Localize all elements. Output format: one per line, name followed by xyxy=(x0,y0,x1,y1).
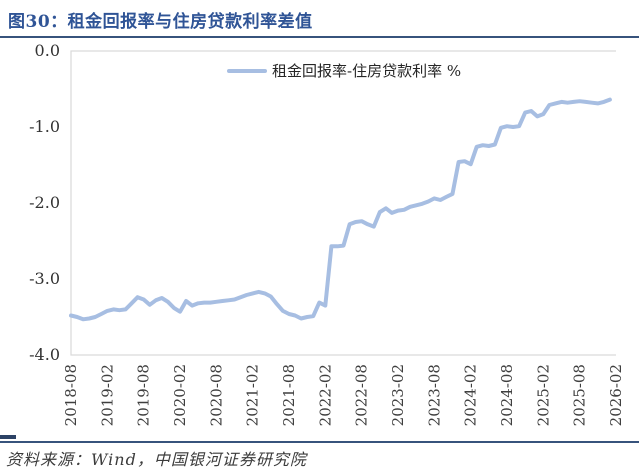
x-tick-label: 2023-02 xyxy=(389,364,407,426)
y-tick-label: -1.0 xyxy=(29,117,60,136)
x-tick-label: 2026-02 xyxy=(607,364,623,426)
x-tick-label: 2023-08 xyxy=(425,364,443,426)
x-tick-label: 2020-02 xyxy=(171,364,189,426)
y-tick-label: -2.0 xyxy=(29,193,60,212)
x-tick-label: 2022-08 xyxy=(353,364,371,426)
top-divider xyxy=(0,36,639,38)
figure-title: 图30：租金回报率与住房贷款利率差值 xyxy=(8,12,313,32)
x-tick-label: 2019-02 xyxy=(98,364,116,426)
x-tick-label: 2021-08 xyxy=(280,364,298,426)
y-tick-label: -4.0 xyxy=(29,345,60,364)
legend-label: 租金回报率-住房贷款利率 % xyxy=(272,62,462,80)
x-tick-label: 2024-02 xyxy=(462,364,480,426)
y-tick-label: -3.0 xyxy=(29,269,60,288)
plot-border xyxy=(70,50,616,356)
y-tick-label: 0.0 xyxy=(35,41,60,60)
x-tick-label: 2021-02 xyxy=(244,364,262,426)
source-note: 资料来源：Wind，中国银河证券研究院 xyxy=(6,450,307,469)
x-tick-label: 2019-08 xyxy=(135,364,153,426)
data-line xyxy=(69,97,612,322)
left-dash xyxy=(0,435,16,439)
x-tick-label: 2018-08 xyxy=(62,364,80,426)
legend-line-sample xyxy=(227,68,267,73)
x-tick-label: 2025-08 xyxy=(571,364,589,426)
x-tick-label: 2020-08 xyxy=(207,364,225,426)
x-tick-label: 2025-02 xyxy=(534,364,552,426)
x-tick-label: 2022-02 xyxy=(316,364,334,426)
x-tick-label: 2024-08 xyxy=(498,364,516,426)
chart-area: 0.0 -1.0 -2.0 -3.0 -4.0 2018-08 2019-02 2019-08… xyxy=(0,40,623,440)
bottom-divider xyxy=(0,441,639,443)
chart-legend: 租金回报率-住房贷款利率 % xyxy=(227,60,461,81)
